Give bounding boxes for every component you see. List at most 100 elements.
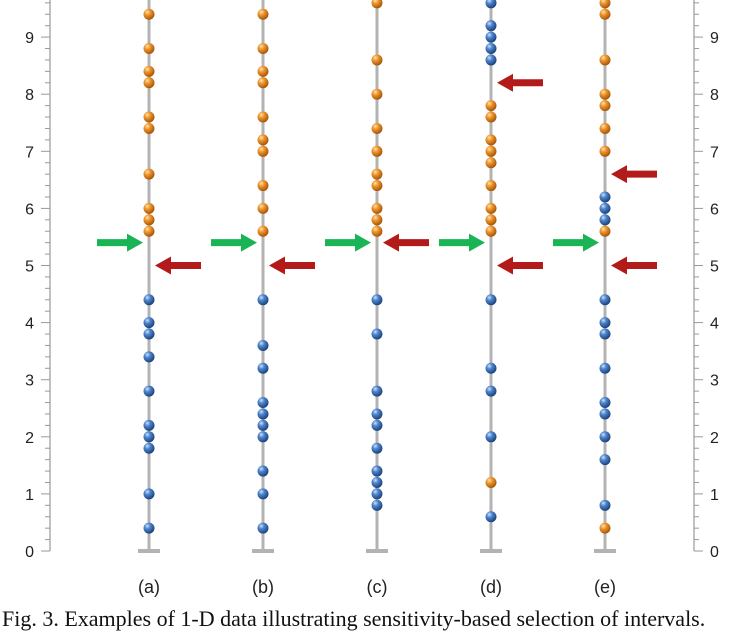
axis-tick-label: 4 (710, 316, 719, 333)
axis-tick-label: 4 (25, 316, 34, 333)
blue-point (257, 522, 269, 534)
blue-point (599, 499, 611, 511)
panel-label: (c) (367, 577, 388, 597)
panel-a: (a) (97, 0, 201, 597)
blue-point (143, 328, 155, 340)
blue-point (257, 362, 269, 374)
orange-point (371, 202, 383, 214)
blue-point (485, 362, 497, 374)
panel-label: (b) (252, 577, 274, 597)
blue-point (371, 419, 383, 431)
blue-point (371, 465, 383, 477)
axis-tick-label: 8 (25, 87, 34, 104)
red-arrow (155, 256, 201, 275)
blue-point (371, 328, 383, 340)
orange-point (371, 214, 383, 226)
blue-point (257, 397, 269, 409)
orange-point (257, 8, 269, 20)
orange-point (143, 225, 155, 237)
blue-point (143, 351, 155, 363)
blue-point (599, 408, 611, 420)
left-axis: 0 1 2 3 4 5 6 7 8 9 (25, 0, 51, 561)
blue-point (599, 362, 611, 374)
orange-point (485, 180, 497, 192)
blue-point (257, 431, 269, 443)
axis-tick-label: 0 (710, 544, 719, 561)
axis-tick-label: 1 (25, 487, 34, 504)
orange-point (485, 476, 497, 488)
blue-point (143, 431, 155, 443)
blue-point (485, 431, 497, 443)
orange-point (599, 145, 611, 157)
blue-point (257, 339, 269, 351)
blue-point (143, 294, 155, 306)
orange-point (485, 111, 497, 123)
red-arrow (269, 256, 315, 275)
panel-e: (e) (553, 0, 657, 597)
blue-point (371, 408, 383, 420)
blue-point (371, 385, 383, 397)
blue-point (257, 488, 269, 500)
figure-caption: Fig. 3. Examples of 1-D data illustratin… (2, 606, 706, 631)
blue-point (485, 43, 497, 55)
orange-point (599, 88, 611, 100)
blue-point (371, 499, 383, 511)
axis-tick-label: 3 (25, 373, 34, 390)
orange-point (143, 77, 155, 89)
blue-point (371, 476, 383, 488)
orange-point (257, 65, 269, 77)
axis-tick-label: 5 (25, 259, 34, 276)
blue-point (485, 54, 497, 66)
red-arrow (611, 165, 657, 184)
blue-point (143, 317, 155, 329)
green-arrow (97, 233, 143, 252)
orange-point (143, 111, 155, 123)
blue-point (257, 408, 269, 420)
orange-point (143, 65, 155, 77)
orange-point (257, 180, 269, 192)
blue-point (257, 465, 269, 477)
axis-tick-label: 6 (25, 201, 34, 218)
blue-point (599, 431, 611, 443)
orange-point (257, 43, 269, 55)
orange-point (257, 202, 269, 214)
orange-point (485, 145, 497, 157)
blue-point (599, 397, 611, 409)
axis-tick-label: 6 (710, 201, 719, 218)
orange-point (371, 180, 383, 192)
blue-point (257, 419, 269, 431)
orange-point (485, 157, 497, 169)
orange-point (599, 100, 611, 112)
interval-diagram: 0 1 2 3 4 5 6 7 8 9 0 1 2 3 4 5 6 7 8 9 (a) (b) (c) (d) (e) (25, 0, 719, 597)
axis-tick-label: 7 (25, 144, 34, 161)
blue-point (143, 522, 155, 534)
red-arrow (611, 256, 657, 275)
blue-point (485, 511, 497, 523)
orange-point (599, 54, 611, 66)
axis-tick-label: 2 (25, 430, 34, 447)
orange-point (371, 0, 383, 9)
blue-point (371, 488, 383, 500)
blue-point (485, 20, 497, 32)
orange-point (143, 202, 155, 214)
orange-point (257, 134, 269, 146)
axis-tick-label: 9 (710, 30, 719, 47)
blue-point (599, 454, 611, 466)
axis-tick-label: 5 (710, 259, 719, 276)
panel-b: (b) (211, 0, 315, 597)
axis-tick-label: 3 (710, 373, 719, 390)
orange-point (257, 145, 269, 157)
blue-point (257, 294, 269, 306)
orange-point (371, 54, 383, 66)
green-arrow (439, 233, 485, 252)
panel-label: (d) (480, 577, 502, 597)
panel-c: (c) (325, 0, 429, 597)
orange-point (599, 0, 611, 9)
orange-point (485, 202, 497, 214)
blue-point (599, 294, 611, 306)
blue-point (599, 328, 611, 340)
axis-tick-label: 7 (710, 144, 719, 161)
axis-tick-label: 9 (25, 30, 34, 47)
red-arrow (497, 73, 543, 92)
blue-point (143, 442, 155, 454)
